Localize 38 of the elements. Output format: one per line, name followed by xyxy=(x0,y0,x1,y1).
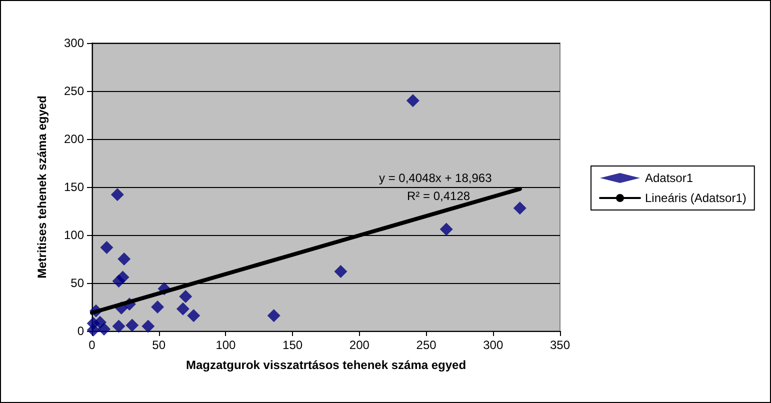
y-tick-label: 100 xyxy=(64,228,84,242)
y-tick-label: 300 xyxy=(64,36,84,50)
y-tick-label: 200 xyxy=(64,132,84,146)
y-tick-label: 150 xyxy=(64,180,84,194)
point xyxy=(118,252,131,266)
y-tick-label: 0 xyxy=(77,324,84,338)
point xyxy=(440,222,453,236)
point xyxy=(406,94,420,108)
y-tick-label: 50 xyxy=(70,276,84,290)
point xyxy=(267,309,280,322)
annotation: R² = 0,4128 xyxy=(407,189,470,203)
point xyxy=(112,274,126,288)
legend-label: Adatsor1 xyxy=(645,171,694,185)
point xyxy=(142,320,155,333)
point xyxy=(110,188,124,202)
x-axis-title: Magzatgurok visszatrtásos tehenek száma egyed xyxy=(186,358,466,372)
x-tick-label: 150 xyxy=(282,338,303,352)
point xyxy=(126,318,139,332)
point xyxy=(112,320,126,333)
point xyxy=(100,240,114,254)
point xyxy=(334,264,348,278)
point xyxy=(179,290,192,303)
x-tick-label: 350 xyxy=(550,338,570,352)
x-tick-label: 250 xyxy=(416,338,437,352)
point xyxy=(176,302,190,316)
x-tick-label: 200 xyxy=(349,338,370,352)
legend-label: Lineáris (Adatsor1) xyxy=(645,191,746,205)
x-tick-label: 0 xyxy=(88,338,96,352)
point xyxy=(513,202,526,215)
x-tick-label: 100 xyxy=(216,338,236,352)
y-tick-label: 250 xyxy=(64,84,84,98)
x-tick-label: 50 xyxy=(152,338,166,352)
x-tick-label: 300 xyxy=(483,338,504,352)
point xyxy=(151,300,164,314)
annotation: y = 0,4048x + 18,963 xyxy=(379,171,492,185)
point xyxy=(187,309,200,322)
y-axis-title: Metritises tehenek száma egyed xyxy=(35,96,49,278)
point xyxy=(94,316,107,329)
